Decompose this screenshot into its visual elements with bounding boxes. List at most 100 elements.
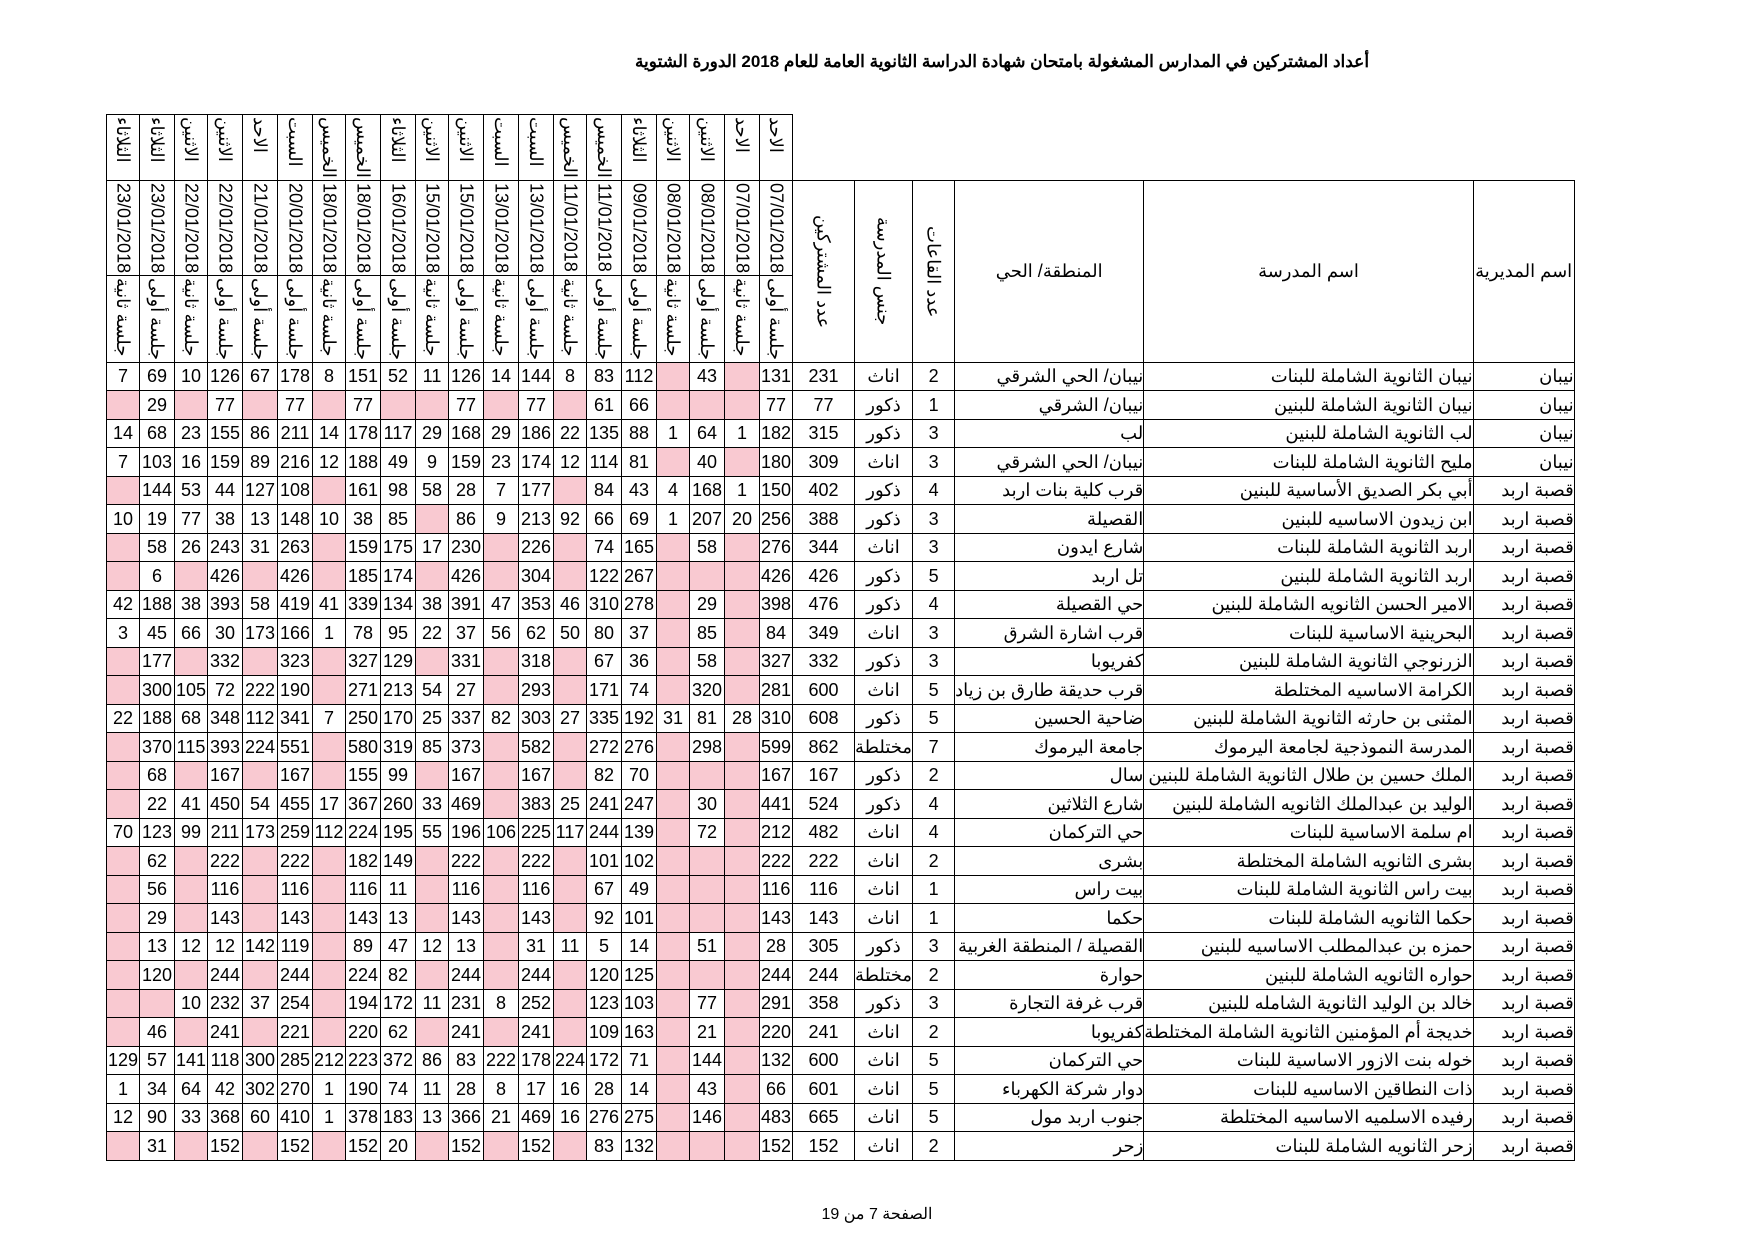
- session-count-cell: 116: [759, 874, 793, 905]
- session-count-cell: [483, 789, 519, 819]
- area-cell: القصيلة / المنطقة الغربية: [954, 931, 1145, 962]
- session-count-cell: 23: [483, 447, 519, 477]
- session-count-cell: [483, 646, 519, 677]
- session-count-cell: 8: [312, 361, 346, 392]
- session-count-cell: [483, 1131, 519, 1161]
- session-count-cell: 143: [345, 903, 381, 933]
- session-count-cell: 67: [586, 646, 622, 677]
- session-count-cell: 241: [518, 1017, 554, 1047]
- session-count-cell: 58: [689, 646, 725, 677]
- session-count-cell: [415, 390, 449, 420]
- session-count-cell: 99: [380, 760, 416, 791]
- session-count-cell: 31: [139, 1131, 175, 1161]
- participants-cell: 476: [792, 589, 855, 620]
- session-count-cell: 38: [345, 504, 381, 534]
- session-count-cell: 146: [689, 1102, 725, 1133]
- session-count-cell: 16: [553, 1074, 587, 1104]
- rooms-cell: 3: [912, 532, 956, 563]
- session-count-cell: 83: [448, 1045, 484, 1076]
- rooms-header: عدد القاعات: [912, 179, 956, 363]
- session-name-label: جلسة أولى: [759, 274, 793, 363]
- school-name-cell: البحرينية الاساسية للبنات: [1143, 618, 1474, 648]
- session-count-cell: [312, 646, 346, 677]
- session-count-cell: [312, 1017, 346, 1047]
- session-count-cell: 1: [724, 475, 760, 506]
- session-count-cell: [656, 732, 690, 762]
- session-count-cell: 67: [586, 874, 622, 905]
- table-row: قصبة اربد ابن زيدون الاساسيه للبنين القصيل…: [106, 504, 1575, 534]
- session-count-cell: 341: [277, 703, 313, 734]
- session-day-label: الثلاثاء: [621, 114, 657, 181]
- session-count-cell: 178: [518, 1045, 554, 1076]
- session-count-cell: 25: [415, 703, 449, 734]
- session-count-cell: [689, 903, 725, 933]
- participants-cell: 332: [792, 646, 855, 677]
- session-day-label: الاثنين: [174, 114, 208, 181]
- gender-cell: مختلطة: [853, 960, 914, 990]
- area-cell: شارع ايدون: [954, 532, 1145, 563]
- session-count-cell: 224: [553, 1045, 587, 1076]
- session-count-cell: [312, 931, 346, 962]
- session-count-cell: 19: [139, 504, 175, 534]
- session-name-label: جلسة أولى: [242, 274, 278, 363]
- session-count-cell: 47: [380, 931, 416, 962]
- session-count-cell: 44: [207, 475, 243, 506]
- session-count-cell: 52: [380, 361, 416, 392]
- session-count-cell: 66: [621, 390, 657, 420]
- session-count-cell: [724, 960, 760, 990]
- gender-cell: اناث: [853, 1102, 914, 1133]
- session-count-cell: 222: [242, 675, 278, 705]
- session-count-cell: 244: [759, 960, 793, 990]
- session-date-label: 08/01/2018: [656, 179, 690, 276]
- session-count-cell: [242, 846, 278, 876]
- session-count-cell: [724, 1017, 760, 1047]
- session-count-cell: 33: [174, 1102, 208, 1133]
- session-count-cell: 77: [689, 988, 725, 1019]
- session-count-cell: 12: [553, 447, 587, 477]
- participants-cell: 241: [792, 1017, 855, 1047]
- session-count-cell: 426: [277, 561, 313, 591]
- session-count-cell: 37: [621, 618, 657, 648]
- session-count-cell: 256: [759, 504, 793, 534]
- session-count-cell: [312, 988, 346, 1019]
- gender-cell: اناث: [853, 846, 914, 876]
- session-count-cell: 116: [345, 874, 381, 905]
- session-count-cell: 241: [586, 789, 622, 819]
- participants-cell: 482: [792, 817, 855, 848]
- session-count-cell: [483, 390, 519, 420]
- session-count-cell: 64: [689, 418, 725, 449]
- session-count-cell: [553, 1131, 587, 1161]
- session-count-cell: [689, 1131, 725, 1161]
- session-count-cell: 167: [518, 760, 554, 791]
- session-count-cell: 49: [380, 447, 416, 477]
- session-count-cell: 213: [380, 675, 416, 705]
- session-count-cell: 281: [759, 675, 793, 705]
- directorate-cell: نيبان: [1472, 418, 1575, 449]
- session-count-cell: 84: [586, 475, 622, 506]
- session-date-label: 22/01/2018: [207, 179, 243, 276]
- session-count-cell: [656, 675, 690, 705]
- rooms-cell: 5: [912, 561, 956, 591]
- school-name-cell: زحر الثانويه الشاملة للبنات: [1143, 1131, 1474, 1161]
- session-count-cell: 95: [380, 618, 416, 648]
- session-count-cell: 83: [586, 1131, 622, 1161]
- session-count-cell: 220: [759, 1017, 793, 1047]
- session-count-cell: 339: [345, 589, 381, 620]
- session-count-cell: 188: [139, 589, 175, 620]
- session-count-cell: 34: [139, 1074, 175, 1104]
- session-count-cell: 190: [345, 1074, 381, 1104]
- session-count-cell: [415, 903, 449, 933]
- session-count-cell: 70: [106, 817, 140, 848]
- session-count-cell: 393: [207, 732, 243, 762]
- session-count-cell: 68: [139, 760, 175, 791]
- session-count-cell: [312, 390, 346, 420]
- area-cell: جامعة اليرموك: [954, 732, 1145, 762]
- area-cell: نيبان/ الشرقي: [954, 390, 1145, 420]
- session-count-cell: 57: [139, 1045, 175, 1076]
- session-count-cell: 37: [448, 618, 484, 648]
- session-count-cell: 332: [207, 646, 243, 677]
- session-count-cell: 167: [277, 760, 313, 791]
- session-count-cell: [724, 618, 760, 648]
- session-count-cell: [174, 646, 208, 677]
- session-count-cell: 66: [759, 1074, 793, 1104]
